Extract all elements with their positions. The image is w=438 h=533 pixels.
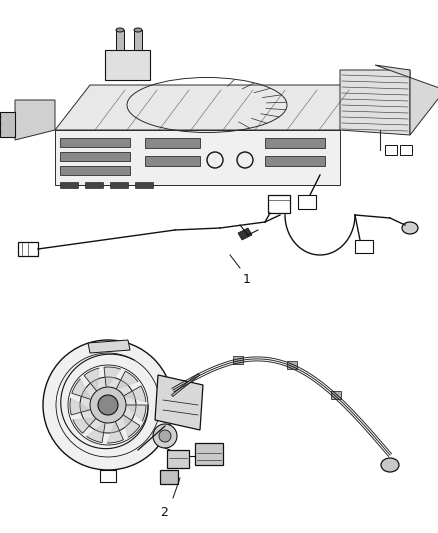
Text: 1: 1 <box>243 273 251 286</box>
Bar <box>116 30 124 50</box>
Polygon shape <box>126 405 146 421</box>
Polygon shape <box>116 371 138 389</box>
Circle shape <box>159 430 171 442</box>
Polygon shape <box>84 368 99 391</box>
Polygon shape <box>55 85 375 130</box>
Ellipse shape <box>116 28 124 32</box>
Polygon shape <box>70 398 91 415</box>
Circle shape <box>153 424 177 448</box>
Polygon shape <box>15 100 55 140</box>
FancyBboxPatch shape <box>55 130 340 185</box>
Circle shape <box>43 340 173 470</box>
Polygon shape <box>104 367 120 387</box>
Polygon shape <box>123 415 140 437</box>
Bar <box>110 182 128 188</box>
FancyBboxPatch shape <box>60 138 130 147</box>
FancyBboxPatch shape <box>265 138 325 148</box>
Circle shape <box>80 377 136 433</box>
Polygon shape <box>88 340 130 353</box>
Ellipse shape <box>134 28 142 32</box>
FancyBboxPatch shape <box>60 166 130 175</box>
Bar <box>135 182 153 188</box>
Bar <box>195 443 223 465</box>
FancyBboxPatch shape <box>60 152 130 161</box>
FancyBboxPatch shape <box>265 156 325 166</box>
Polygon shape <box>340 70 410 135</box>
Polygon shape <box>107 422 124 443</box>
Circle shape <box>98 395 118 415</box>
Polygon shape <box>73 418 96 433</box>
Polygon shape <box>238 228 252 240</box>
Bar <box>18 242 38 256</box>
Ellipse shape <box>381 458 399 472</box>
Polygon shape <box>72 379 91 399</box>
Polygon shape <box>87 423 105 442</box>
Bar <box>331 391 341 399</box>
Bar <box>400 145 412 155</box>
Bar <box>85 182 103 188</box>
Ellipse shape <box>402 222 418 234</box>
Bar <box>385 145 397 155</box>
FancyBboxPatch shape <box>145 138 200 148</box>
Bar <box>105 50 150 80</box>
Polygon shape <box>375 65 438 135</box>
FancyBboxPatch shape <box>145 156 200 166</box>
Bar <box>134 30 142 50</box>
Polygon shape <box>124 386 146 402</box>
Bar <box>233 356 243 364</box>
Bar <box>60 182 78 188</box>
Polygon shape <box>155 375 203 430</box>
Bar <box>355 240 373 253</box>
Bar <box>100 470 116 482</box>
Bar <box>0 112 15 137</box>
Bar <box>298 195 316 209</box>
Bar <box>287 361 297 369</box>
Text: 2: 2 <box>160 506 168 519</box>
Bar <box>167 450 189 468</box>
Circle shape <box>90 387 126 423</box>
Bar <box>268 195 290 213</box>
Bar <box>160 470 178 484</box>
